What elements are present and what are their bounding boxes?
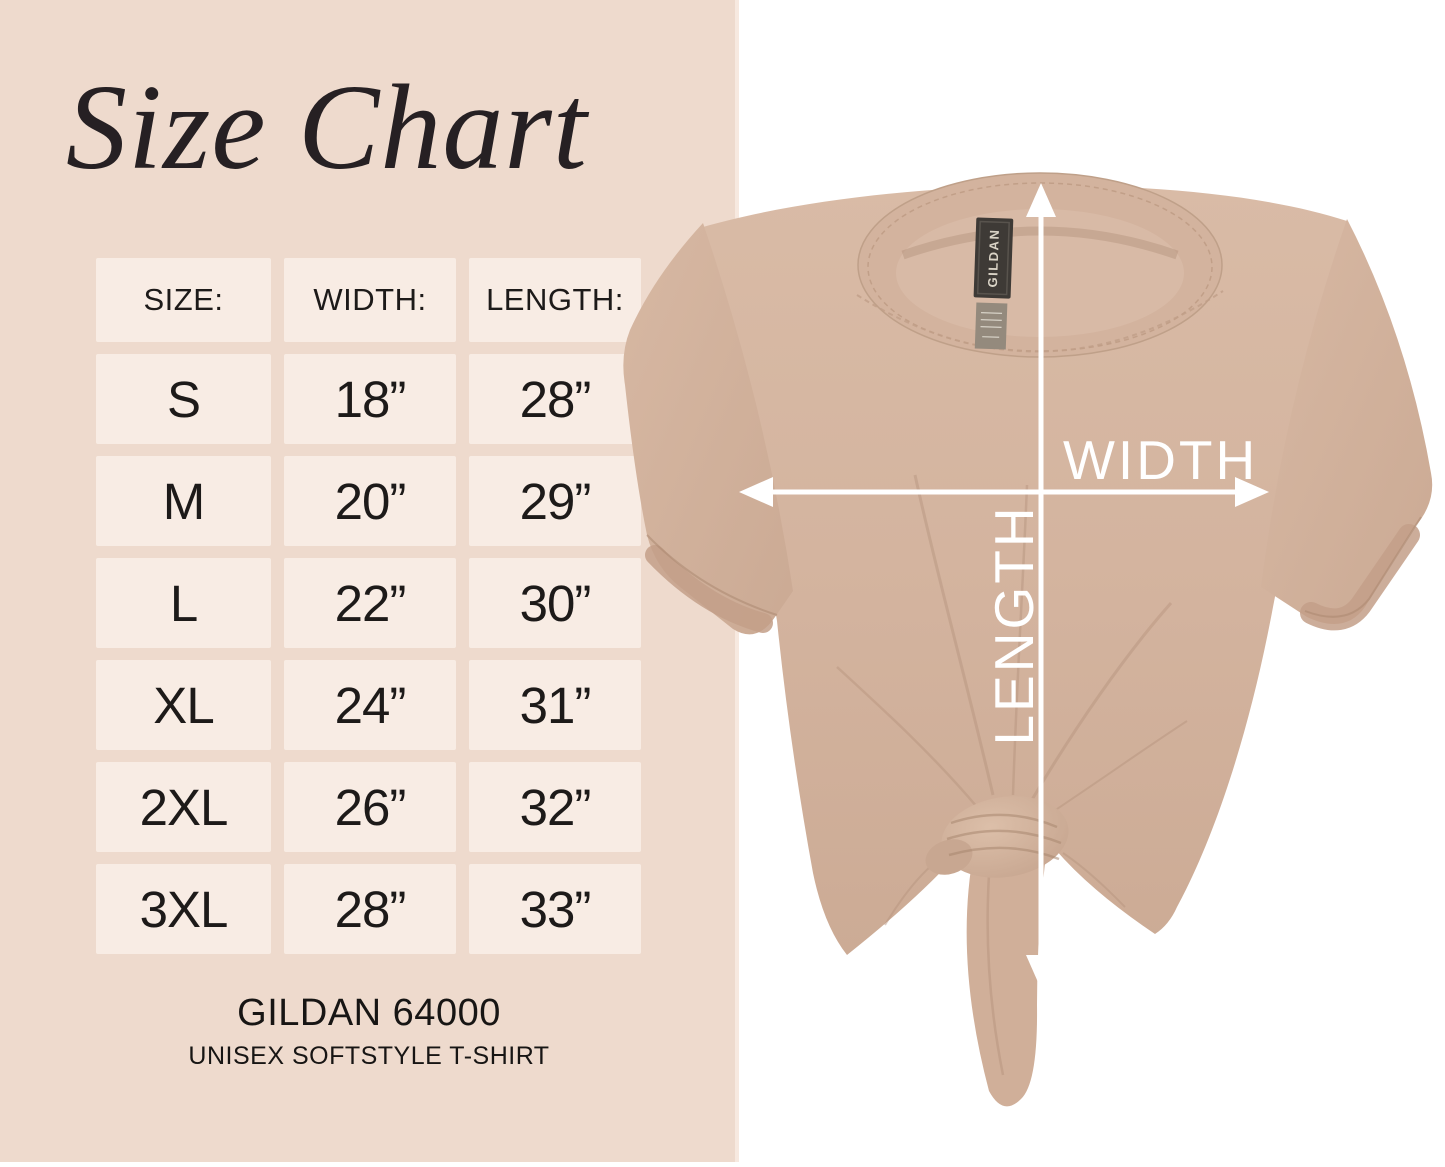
cell-length-row1: 28”: [469, 354, 641, 444]
cell-width-row3: 22”: [284, 558, 456, 648]
tshirt-knot: [925, 796, 1069, 878]
cell-length-row4: 31”: [469, 660, 641, 750]
tshirt-photo: GILDAN: [623, 172, 1433, 1107]
care-label: [974, 302, 1008, 350]
fabric-fold-lines: [836, 474, 1188, 926]
collar-stitching: [867, 182, 1213, 352]
cell-length-row5: 32”: [469, 762, 641, 852]
column-header-size: SIZE:: [96, 258, 271, 342]
cell-width-row4: 24”: [284, 660, 456, 750]
cell-width-row1: 18”: [284, 354, 456, 444]
cell-size-row4: XL: [96, 660, 271, 750]
cell-width-row6: 28”: [284, 864, 456, 954]
product-name: GILDAN 64000: [237, 992, 501, 1034]
shirt-illustration: GILDAN WIDTH LENGTH: [623, 172, 1433, 1107]
width-label: WIDTH: [1063, 429, 1258, 491]
collar-seam: [856, 290, 1224, 353]
cell-length-row3: 30”: [469, 558, 641, 648]
cell-size-row2: M: [96, 456, 271, 546]
neck-tag: GILDAN: [973, 217, 1014, 350]
left-sleeve-cuff-seam: [646, 534, 778, 616]
size-table: SIZE: WIDTH: LENGTH: S 18” 28” M 20” 29” L 22” 3…: [96, 258, 641, 954]
cell-width-row2: 20”: [284, 456, 456, 546]
left-sleeve-cuff: [645, 545, 773, 633]
cell-size-row5: 2XL: [96, 762, 271, 852]
cell-length-row6: 33”: [469, 864, 641, 954]
product-caption: GILDAN 64000 UNISEX SOFTSTYLE T-SHIRT: [96, 990, 642, 1073]
cell-width-row5: 26”: [284, 762, 456, 852]
column-header-width: WIDTH:: [284, 258, 456, 342]
cell-size-row6: 3XL: [96, 864, 271, 954]
column-header-length: LENGTH:: [469, 258, 641, 342]
right-sleeve: [1261, 219, 1433, 625]
neck-tag-brand: GILDAN: [985, 228, 1002, 287]
product-subtitle: UNISEX SOFTSTYLE T-SHIRT: [188, 1042, 550, 1070]
cell-length-row2: 29”: [469, 456, 641, 546]
cell-size-row1: S: [96, 354, 271, 444]
tshirt-body: [703, 185, 1347, 955]
shirt-measurement-diagram: GILDAN WIDTH LENGTH: [585, 155, 1445, 1162]
left-sleeve: [623, 223, 793, 635]
width-arrow: [739, 477, 1269, 507]
measurement-arrows: WIDTH LENGTH: [739, 183, 1269, 989]
tail-fold-line: [986, 874, 1005, 1076]
length-label: LENGTH: [983, 504, 1045, 745]
right-sleeve-cuff-seam: [1304, 516, 1422, 618]
cell-size-row3: L: [96, 558, 271, 648]
page-title: Size Chart: [66, 60, 588, 195]
length-arrow: [1026, 183, 1056, 989]
